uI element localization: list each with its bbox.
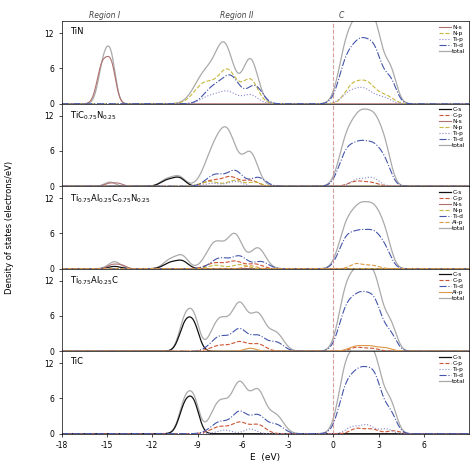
Legend: C-s, C-p, Ti-d, Al-p, total: C-s, C-p, Ti-d, Al-p, total: [438, 272, 466, 302]
Text: TiN: TiN: [70, 27, 83, 36]
Text: Ti$_{0.75}$Al$_{0.25}$C$_{0.75}$N$_{0.25}$: Ti$_{0.75}$Al$_{0.25}$C$_{0.75}$N$_{0.25…: [70, 192, 151, 205]
Text: Ti$_{0.75}$Al$_{0.25}$C: Ti$_{0.75}$Al$_{0.25}$C: [70, 274, 119, 287]
Text: TiC$_{0.75}$N$_{0.25}$: TiC$_{0.75}$N$_{0.25}$: [70, 109, 117, 122]
Text: C: C: [338, 11, 344, 20]
Legend: C-s, C-p, N-s, N-p, Ti-d, Al-p, total: C-s, C-p, N-s, N-p, Ti-d, Al-p, total: [438, 189, 466, 231]
Text: Region II: Region II: [220, 11, 254, 20]
Legend: C-s, C-p, Ti-p, Ti-d, total: C-s, C-p, Ti-p, Ti-d, total: [438, 354, 466, 384]
Legend: N-s, N-p, Ti-p, Ti-d, total: N-s, N-p, Ti-p, Ti-d, total: [438, 24, 466, 55]
Text: Region I: Region I: [89, 11, 120, 20]
Text: Density of states (electrons/eV): Density of states (electrons/eV): [5, 161, 14, 294]
X-axis label: E  (eV): E (eV): [250, 453, 281, 462]
Legend: C-s, C-p, N-s, N-p, Ti-p, Ti-d, total: C-s, C-p, N-s, N-p, Ti-p, Ti-d, total: [438, 107, 466, 149]
Text: TiC: TiC: [70, 357, 83, 366]
